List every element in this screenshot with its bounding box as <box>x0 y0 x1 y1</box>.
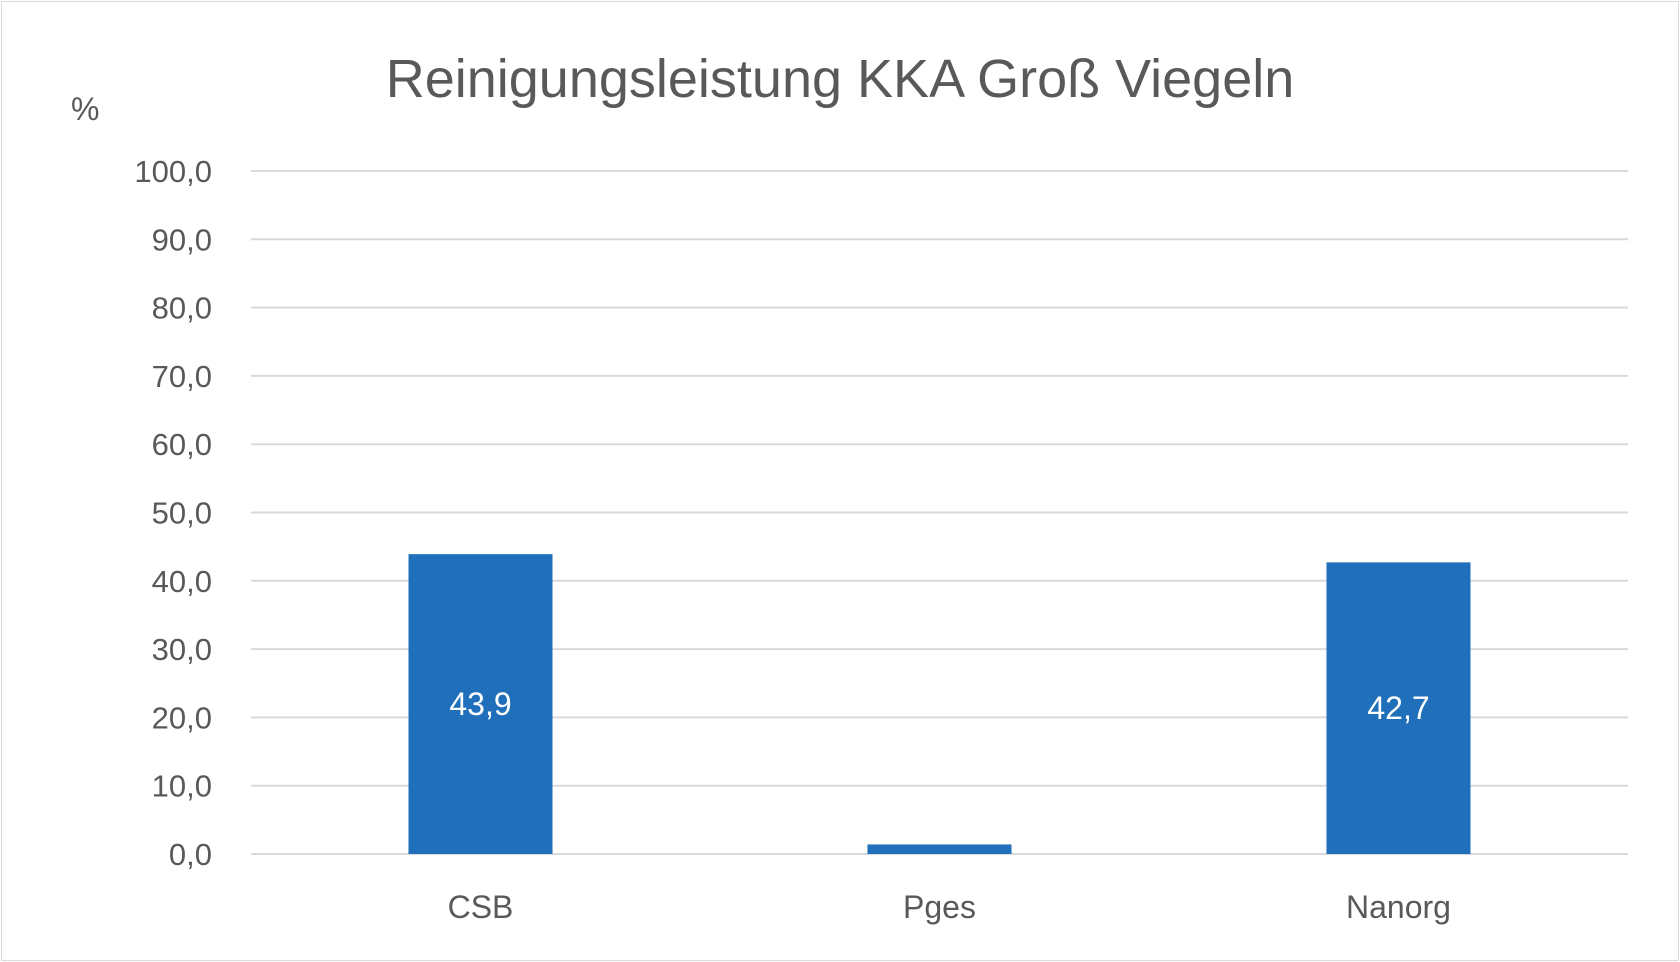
y-tick-label: 50,0 <box>152 496 212 531</box>
data-label: 42,7 <box>1367 690 1429 726</box>
y-tick-label: 20,0 <box>152 700 212 735</box>
chart-title: Reinigungsleistung KKA Groß Viegeln <box>386 49 1295 109</box>
y-tick-label: 90,0 <box>152 222 212 257</box>
data-label: 43,9 <box>449 686 511 722</box>
y-tick-label: 70,0 <box>152 359 212 394</box>
y-tick-label: 60,0 <box>152 427 212 462</box>
x-category-label: Pges <box>903 889 976 925</box>
y-axis-unit-label: % <box>71 91 99 127</box>
x-axis-categories: CSB Pges Nanorg <box>448 889 1451 925</box>
y-tick-label: 40,0 <box>152 564 212 599</box>
bar-nanorg <box>1326 562 1471 854</box>
y-tick-label: 100,0 <box>134 154 212 189</box>
x-category-label: CSB <box>448 889 514 925</box>
bars <box>408 554 1471 854</box>
x-category-label: Nanorg <box>1346 889 1451 925</box>
y-tick-label: 0,0 <box>169 837 212 872</box>
bar-csb <box>408 554 553 854</box>
data-labels: 43,9 42,7 <box>449 686 1429 726</box>
bar-pges <box>867 844 1012 854</box>
y-tick-label: 30,0 <box>152 632 212 667</box>
y-axis-ticks: 0,0 10,0 20,0 30,0 40,0 50,0 60,0 70,0 80,0 90,0 1… <box>134 154 212 872</box>
y-tick-label: 10,0 <box>152 769 212 804</box>
y-tick-label: 80,0 <box>152 291 212 326</box>
